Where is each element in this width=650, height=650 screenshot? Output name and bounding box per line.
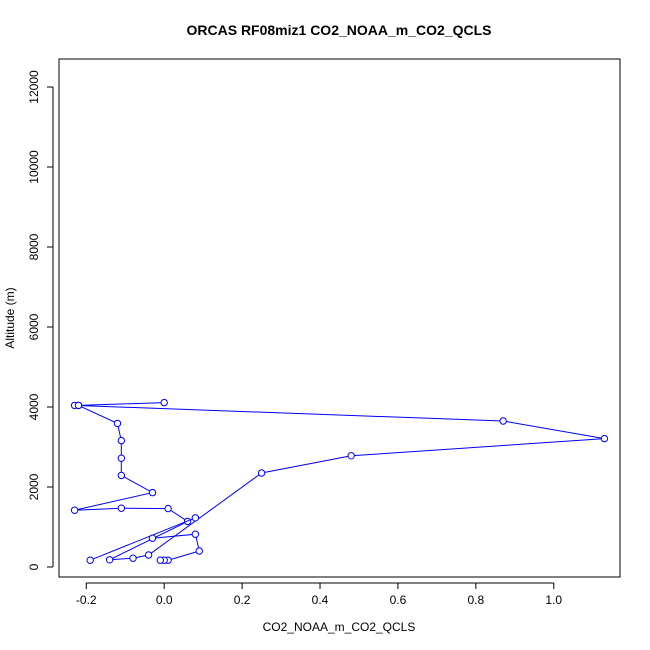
data-point	[105, 556, 114, 564]
x-tick-label: -0.2	[76, 593, 97, 607]
y-tick-label: 0	[27, 563, 41, 570]
x-tick-label: 0.8	[468, 593, 485, 607]
y-tick-label: 4000	[27, 393, 41, 420]
chart-title: ORCAS RF08miz1 CO2_NOAA_m_CO2_QCLS	[187, 22, 492, 38]
data-point	[70, 506, 79, 514]
data-point	[86, 556, 94, 564]
y-axis: 0 2000 4000 6000 8000 10000 12000	[27, 70, 54, 570]
y-tick-label: 8000	[27, 233, 41, 260]
data-point	[117, 454, 126, 462]
data-point	[499, 417, 507, 425]
x-axis: -0.2 0.0 0.2 0.4 0.6 0.8 1.0	[76, 582, 562, 607]
data-point	[129, 554, 137, 562]
data-point	[600, 434, 609, 443]
series-layer	[70, 398, 609, 564]
x-tick-label: 1.0	[545, 593, 562, 607]
y-tick-label: 10000	[27, 150, 41, 184]
data-point	[257, 469, 266, 477]
x-tick-label: 0.0	[156, 593, 173, 607]
data-point	[156, 556, 164, 564]
x-tick-label: 0.2	[234, 593, 251, 607]
data-point	[347, 452, 355, 460]
data-point	[191, 530, 200, 538]
y-axis-label: Altitude (m)	[3, 287, 17, 348]
data-point	[117, 436, 126, 445]
x-tick-label: 0.6	[390, 593, 407, 607]
data-point	[113, 419, 122, 428]
data-point	[164, 504, 172, 513]
data-point	[117, 471, 126, 480]
y-tick-label: 12000	[27, 70, 41, 104]
x-tick-label: 0.4	[312, 593, 329, 607]
data-point	[148, 534, 157, 542]
plot-frame	[58, 58, 621, 578]
data-point	[191, 514, 200, 522]
y-tick-label: 2000	[27, 473, 41, 500]
data-point	[117, 504, 126, 512]
y-tick-label: 6000	[27, 313, 41, 340]
data-point	[144, 551, 153, 559]
data-point	[195, 547, 203, 555]
data-point	[148, 488, 157, 497]
series-line	[90, 517, 196, 561]
data-point	[160, 398, 168, 407]
x-axis-label: CO2_NOAA_m_CO2_QCLS	[263, 620, 416, 634]
data-point	[74, 401, 83, 410]
